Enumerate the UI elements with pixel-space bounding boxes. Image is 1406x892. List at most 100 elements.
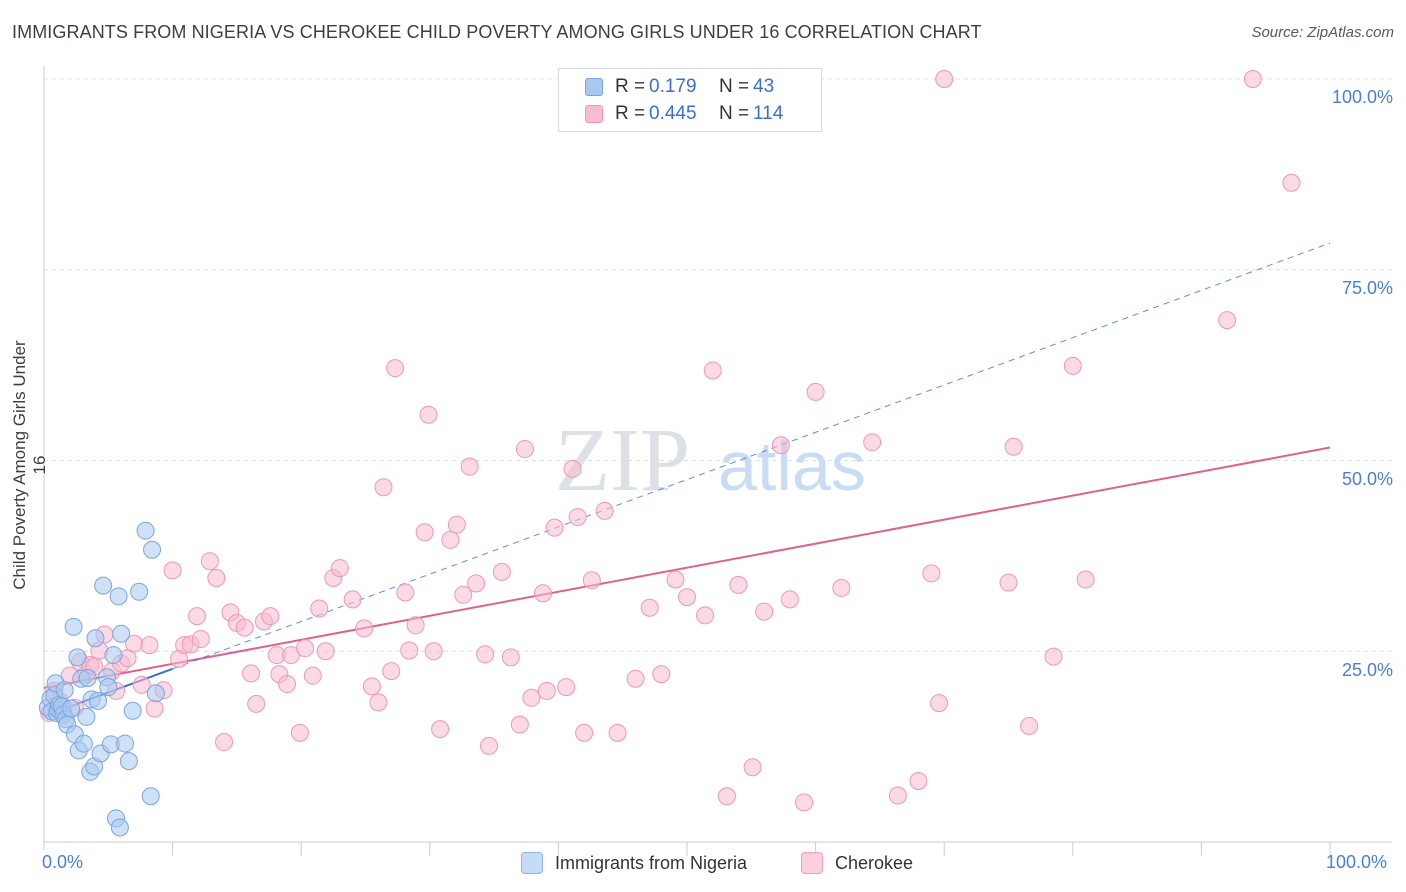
x-tick-label-0: 0.0% <box>42 852 84 872</box>
nigeria-point-32 <box>104 646 123 665</box>
cherokee-point-28 <box>207 569 226 588</box>
cherokee-point-102 <box>909 771 928 790</box>
cherokee-point-63 <box>447 515 466 534</box>
cherokee-point-26 <box>191 630 210 649</box>
nigeria-point-39 <box>130 582 149 601</box>
nigeria-point-35 <box>112 624 131 643</box>
y-tick-label-100: 100.0% <box>1331 87 1393 107</box>
cherokee-point-77 <box>557 678 576 697</box>
cherokee-point-69 <box>492 562 511 581</box>
nigeria-point-42 <box>146 684 165 703</box>
cherokee-point-64 <box>454 585 473 604</box>
cherokee-point-53 <box>382 662 401 681</box>
nigeria-point-38 <box>123 701 142 720</box>
cherokee-point-104 <box>930 694 949 713</box>
nigeria-point-20 <box>77 707 96 726</box>
nigeria-point-40 <box>136 521 155 540</box>
cherokee-point-73 <box>522 688 541 707</box>
legend-swatch-nigeria <box>585 78 603 96</box>
series-legend: Immigrants from Nigeria Cherokee <box>0 852 1406 876</box>
y-tick-label-50: 50.0% <box>1341 469 1393 489</box>
cherokee-point-29 <box>215 733 234 752</box>
nigeria-point-16 <box>68 648 87 667</box>
cherokee-point-17 <box>132 675 151 694</box>
nigeria-point-36 <box>116 734 135 753</box>
cherokee-trend-line <box>43 446 1331 689</box>
legend-label-cherokee: Cherokee <box>835 852 914 873</box>
cherokee-point-56 <box>400 641 419 660</box>
legend-item-cherokee[interactable]: Cherokee <box>801 852 913 874</box>
r-value: 0.179 <box>649 76 697 97</box>
nigeria-point-34 <box>109 587 128 606</box>
cherokee-point-112 <box>1218 311 1237 330</box>
cherokee-point-75 <box>537 681 556 700</box>
nigeria-point-19 <box>74 734 93 753</box>
nigeria-trend-line-dashed <box>172 242 1331 670</box>
cherokee-point-74 <box>533 584 552 603</box>
n-label: N = <box>719 103 750 124</box>
nigeria-point-25 <box>86 629 105 648</box>
cherokee-point-78 <box>563 459 582 478</box>
cherokee-point-60 <box>424 642 443 661</box>
cherokee-point-49 <box>355 619 374 638</box>
cherokee-point-114 <box>1282 173 1301 192</box>
cherokee-point-43 <box>303 666 322 685</box>
cherokee-point-81 <box>582 571 601 590</box>
cherokee-point-76 <box>545 518 564 537</box>
cherokee-point-101 <box>888 786 907 805</box>
cherokee-point-106 <box>999 573 1018 592</box>
cherokee-point-70 <box>501 648 520 667</box>
cherokee-point-21 <box>163 561 182 580</box>
watermark-zip: ZIP <box>555 411 690 510</box>
cherokee-point-57 <box>406 616 425 635</box>
nigeria-point-30 <box>99 678 118 697</box>
cherokee-point-83 <box>608 723 627 742</box>
cherokee-point-48 <box>343 590 362 609</box>
cherokee-point-34 <box>247 694 266 713</box>
cherokee-point-25 <box>188 607 207 626</box>
cherokee-point-65 <box>460 457 479 476</box>
r-label: R = <box>615 103 646 124</box>
cherokee-point-55 <box>396 583 415 602</box>
cherokee-point-62 <box>441 530 460 549</box>
cherokee-point-33 <box>242 664 261 683</box>
cherokee-point-107 <box>1004 437 1023 456</box>
cherokee-point-59 <box>419 405 438 424</box>
cherokee-point-52 <box>374 478 393 497</box>
n-value: 114 <box>753 103 784 124</box>
nigeria-point-28 <box>94 576 113 595</box>
watermark-atlas: atlas <box>718 427 866 505</box>
legend-swatch-nigeria <box>521 852 543 874</box>
cherokee-point-44 <box>310 599 329 618</box>
cherokee-point-93 <box>743 758 762 777</box>
nigeria-point-37 <box>119 752 138 771</box>
cherokee-point-36 <box>261 607 280 626</box>
nigeria-point-14 <box>64 617 83 636</box>
cherokee-point-32 <box>235 618 254 637</box>
cherokee-point-86 <box>652 665 671 684</box>
cherokee-point-82 <box>595 501 614 520</box>
correlation-legend: R = 0.179 N = 43 R = 0.445 N = 114 <box>558 68 822 132</box>
n-label: N = <box>719 76 750 97</box>
source-note: Source: ZipAtlas.com <box>1251 24 1394 41</box>
cherokee-point-72 <box>515 440 534 459</box>
trend-lines <box>43 242 1331 718</box>
cherokee-point-54 <box>386 359 405 378</box>
cherokee-point-51 <box>369 693 388 712</box>
cherokee-point-79 <box>568 507 587 526</box>
cherokee-point-111 <box>1076 570 1095 589</box>
cherokee-point-39 <box>278 675 297 694</box>
legend-swatch-cherokee <box>801 852 823 874</box>
cherokee-point-100 <box>863 433 882 452</box>
cherokee-point-87 <box>666 570 685 589</box>
cherokee-point-91 <box>717 787 736 806</box>
cherokee-point-71 <box>510 715 529 734</box>
cherokee-point-103 <box>922 564 941 583</box>
cherokee-point-85 <box>640 598 659 617</box>
cherokee-point-19 <box>145 699 164 718</box>
x-tick-label-100: 100.0% <box>1326 852 1388 872</box>
cherokee-point-27 <box>200 552 219 571</box>
data-points <box>38 70 1301 837</box>
legend-item-nigeria[interactable]: Immigrants from Nigeria <box>521 852 747 874</box>
y-tick-label-75: 75.0% <box>1341 278 1393 298</box>
